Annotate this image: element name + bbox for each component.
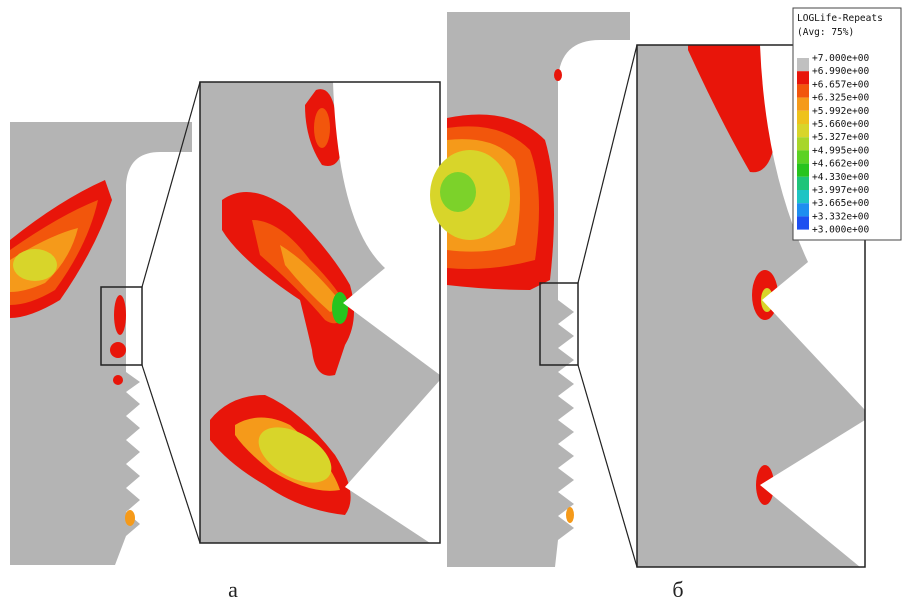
legend-swatch (797, 150, 809, 163)
zoom-a (200, 82, 440, 543)
leader (142, 365, 200, 543)
leader (142, 82, 200, 287)
panel-b (430, 12, 637, 567)
legend-level: +3.332e+00 (812, 211, 869, 222)
contour (125, 510, 135, 526)
legend-swatch (797, 111, 809, 124)
legend-level: +3.000e+00 (812, 225, 869, 236)
leader (578, 45, 637, 283)
legend-subtitle: (Avg: 75%) (797, 27, 854, 38)
legend-level: +3.665e+00 (812, 198, 869, 209)
legend-level: +7.000e+00 (812, 53, 869, 64)
legend-level: +4.330e+00 (812, 172, 869, 183)
legend-level: +6.990e+00 (812, 66, 869, 77)
contour (113, 375, 123, 385)
legend-level: +5.660e+00 (812, 119, 869, 130)
legend-swatch (797, 177, 809, 190)
panel-label: б (672, 577, 683, 602)
legend: LOGLife-Repeats (Avg: 75%) +7.000e+00 +6.… (793, 8, 901, 240)
legend-swatch (797, 84, 809, 97)
contour (566, 507, 574, 523)
legend-swatch (797, 190, 809, 203)
legend-level: +5.992e+00 (812, 106, 869, 117)
legend-level: +4.662e+00 (812, 159, 869, 170)
legend-level: +6.657e+00 (812, 79, 869, 90)
panel-a (10, 82, 200, 565)
legend-level: +6.325e+00 (812, 93, 869, 104)
legend-swatch (797, 124, 809, 137)
contour (110, 342, 126, 358)
legend-swatch (797, 164, 809, 177)
legend-level: +5.327e+00 (812, 132, 869, 143)
contour (440, 172, 476, 212)
legend-swatch (797, 98, 809, 111)
legend-swatch (797, 71, 809, 84)
part (447, 12, 630, 567)
figure: LOGLife-Repeats (Avg: 75%) +7.000e+00 +6.… (0, 0, 903, 603)
contour (332, 292, 348, 324)
leader (578, 365, 637, 567)
contour (114, 295, 126, 335)
legend-swatch (797, 203, 809, 216)
legend-swatch (797, 216, 809, 229)
legend-level: +3.997e+00 (812, 185, 869, 196)
legend-level: +4.995e+00 (812, 145, 869, 156)
legend-title: LOGLife-Repeats (797, 13, 883, 24)
legend-swatch (797, 137, 809, 150)
contour (314, 108, 330, 148)
contour (554, 69, 562, 81)
panel-label: а (228, 577, 238, 602)
legend-swatch (797, 58, 809, 71)
contour (13, 249, 57, 281)
